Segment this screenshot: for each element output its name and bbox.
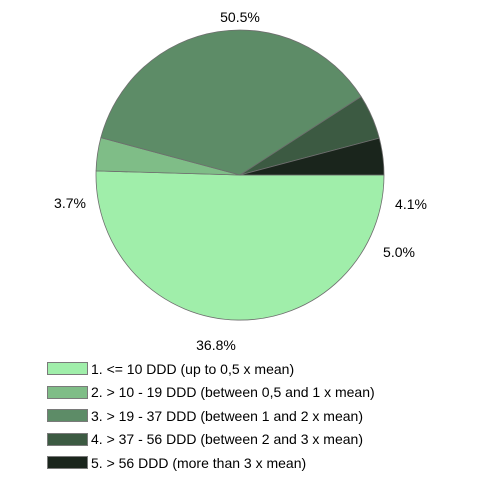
pie-slice-1 bbox=[95, 170, 385, 321]
data-label-3: 36.8% bbox=[196, 337, 236, 353]
data-label-2: 3.7% bbox=[54, 195, 86, 211]
legend-swatch-1 bbox=[47, 362, 88, 376]
legend-item-2: 2. > 10 - 19 DDD (between 0,5 and 1 x me… bbox=[47, 381, 375, 405]
data-label-1: 50.5% bbox=[220, 9, 260, 25]
legend-label-5: 5. > 56 DDD (more than 3 x mean) bbox=[91, 454, 307, 471]
pie-slice-3 bbox=[100, 29, 362, 176]
legend-item-3: 3. > 19 - 37 DDD (between 1 and 2 x mean… bbox=[47, 404, 375, 428]
legend-swatch-3 bbox=[47, 409, 88, 423]
legend: 1. <= 10 DDD (up to 0,5 x mean) 2. > 10 -… bbox=[47, 357, 375, 475]
pie-slice-5 bbox=[239, 137, 385, 176]
legend-label-3: 3. > 19 - 37 DDD (between 1 and 2 x mean… bbox=[91, 407, 363, 424]
legend-swatch-5 bbox=[47, 456, 88, 470]
legend-swatch-2 bbox=[47, 385, 88, 399]
data-label-4: 5.0% bbox=[383, 244, 415, 260]
legend-swatch-4 bbox=[47, 432, 88, 446]
legend-item-5: 5. > 56 DDD (more than 3 x mean) bbox=[47, 451, 375, 475]
legend-label-4: 4. > 37 - 56 DDD (between 2 and 3 x mean… bbox=[91, 431, 363, 448]
legend-item-1: 1. <= 10 DDD (up to 0,5 x mean) bbox=[47, 357, 375, 381]
data-label-5: 4.1% bbox=[395, 196, 427, 212]
legend-item-4: 4. > 37 - 56 DDD (between 2 and 3 x mean… bbox=[47, 428, 375, 452]
legend-label-2: 2. > 10 - 19 DDD (between 0,5 and 1 x me… bbox=[91, 384, 375, 401]
legend-label-1: 1. <= 10 DDD (up to 0,5 x mean) bbox=[91, 360, 295, 377]
